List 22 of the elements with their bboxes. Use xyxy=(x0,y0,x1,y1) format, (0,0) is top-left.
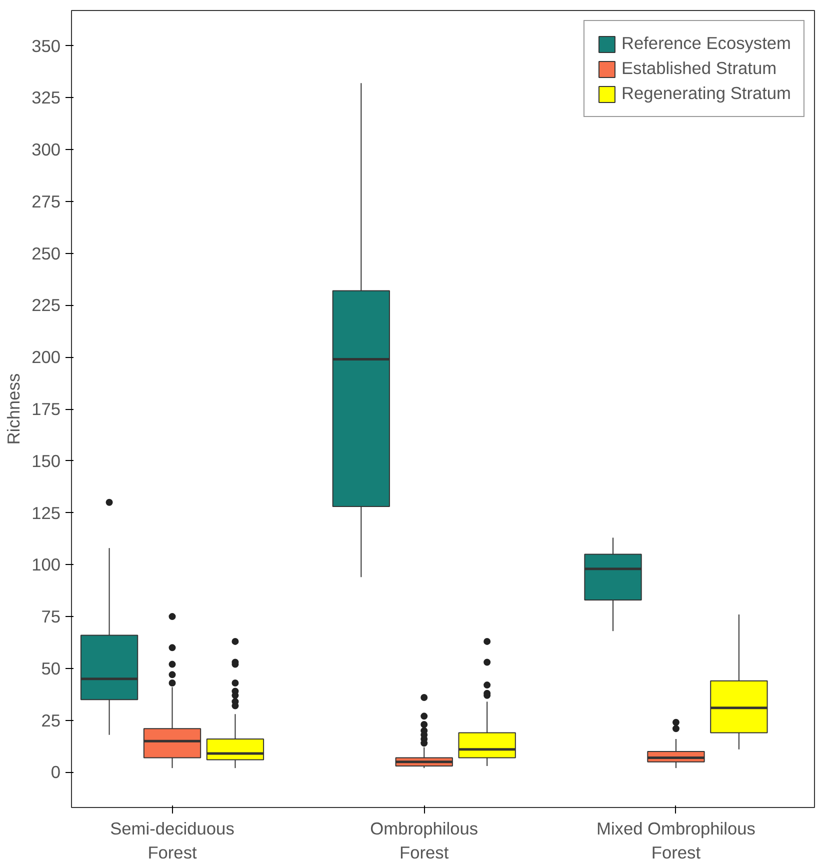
x-tick-label: Ombrophilous Forest xyxy=(370,818,478,862)
y-tick-label: 275 xyxy=(32,191,61,212)
y-tick-label: 150 xyxy=(32,450,61,471)
y-tick-label: 100 xyxy=(32,554,61,575)
y-tick-label: 75 xyxy=(41,606,61,627)
y-axis-title: Richness xyxy=(4,373,24,445)
y-tick-label: 25 xyxy=(41,710,61,730)
legend-label: Established Stratum xyxy=(621,58,777,79)
legend-label: Regenerating Stratum xyxy=(621,83,791,104)
y-tick-label: 175 xyxy=(32,399,61,419)
x-tick-label: Mixed Ombrophilous Forest xyxy=(596,818,756,862)
y-tick-label: 50 xyxy=(41,658,61,678)
y-tick-label: 200 xyxy=(32,347,61,368)
y-tick-label: 350 xyxy=(32,36,61,56)
y-tick-label: 300 xyxy=(32,140,61,160)
y-tick-label: 0 xyxy=(50,762,61,782)
x-tick-label: Semi-deciduous Forest xyxy=(110,818,235,862)
y-tick-label: 325 xyxy=(32,88,61,108)
y-tick-label: 125 xyxy=(32,502,61,523)
legend-label: Reference Ecosystem xyxy=(621,33,791,54)
y-tick-label: 225 xyxy=(32,295,61,316)
y-tick-label: 250 xyxy=(32,243,61,264)
